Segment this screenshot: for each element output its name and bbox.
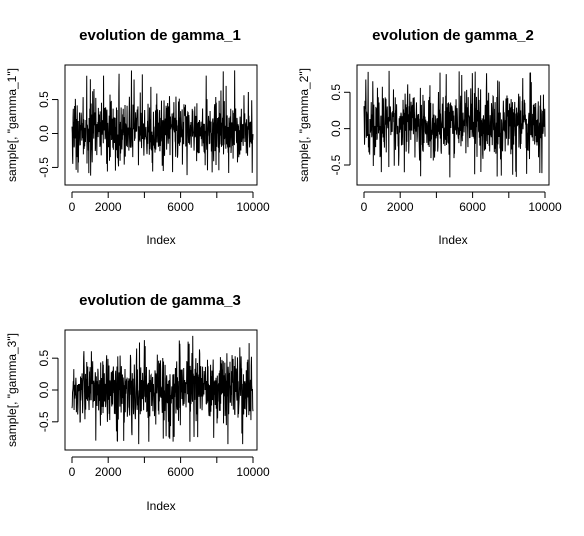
y-tick-label: -0.5 <box>329 154 343 175</box>
panel-gamma-1: evolution de gamma_1 0 2000 6000 10000 -0.5… <box>5 27 270 247</box>
panel-gamma-3: evolution de gamma_3 0 2000 6000 10000 -0.5… <box>5 292 270 513</box>
y-tick-label: 0.0 <box>329 120 343 137</box>
y-tick-label: 0.5 <box>37 350 51 367</box>
x-tick-label: 6000 <box>167 465 194 479</box>
trace-series <box>71 70 254 176</box>
panel-gamma-2: evolution de gamma_2 0 2000 6000 10000 -0.5… <box>297 27 562 247</box>
y-axis: -0.5 0.0 0.5 <box>329 84 351 175</box>
x-tick-label: 10000 <box>236 200 270 214</box>
plot-box <box>356 64 550 186</box>
x-axis: 0 2000 6000 10000 <box>69 456 270 479</box>
y-tick-label: 0.5 <box>37 91 51 108</box>
series-line <box>71 70 254 176</box>
x-tick-label: 0 <box>361 200 368 214</box>
y-tick-label: 0.0 <box>37 125 51 142</box>
x-axis-label: Index <box>146 499 175 513</box>
y-axis-label: sample[, "gamma_3"] <box>5 333 19 447</box>
plot-box <box>64 329 258 451</box>
plot-box <box>64 64 258 186</box>
x-axis: 0 2000 6000 10000 <box>361 191 562 214</box>
y-tick-label: -0.5 <box>37 157 51 178</box>
series-line <box>71 335 254 445</box>
y-tick-label: -0.5 <box>37 411 51 432</box>
x-axis-label: Index <box>438 233 467 247</box>
y-axis: -0.5 0.0 0.5 <box>37 91 59 178</box>
x-tick-label: 10000 <box>236 465 270 479</box>
x-tick-label: 6000 <box>459 200 486 214</box>
y-axis: -0.5 0.0 0.5 <box>37 350 59 432</box>
x-tick-label: 2000 <box>387 200 414 214</box>
x-tick-label: 10000 <box>528 200 562 214</box>
x-axis: 0 2000 6000 10000 <box>69 191 270 214</box>
y-tick-label: 0.5 <box>329 84 343 101</box>
x-tick-label: 6000 <box>167 200 194 214</box>
y-axis-label: sample[, "gamma_1"] <box>5 68 19 182</box>
x-axis-label: Index <box>146 233 175 247</box>
series-line <box>363 70 546 178</box>
y-axis-label: sample[, "gamma_2"] <box>297 68 311 182</box>
chart-title: evolution de gamma_2 <box>372 27 534 44</box>
chart-title: evolution de gamma_3 <box>79 292 241 309</box>
y-tick-label: 0.0 <box>37 381 51 398</box>
x-tick-label: 0 <box>69 465 76 479</box>
trace-series <box>71 335 254 445</box>
trace-series <box>363 70 546 178</box>
x-tick-label: 2000 <box>95 465 122 479</box>
x-tick-label: 2000 <box>95 200 122 214</box>
x-tick-label: 0 <box>69 200 76 214</box>
chart-title: evolution de gamma_1 <box>79 27 241 44</box>
